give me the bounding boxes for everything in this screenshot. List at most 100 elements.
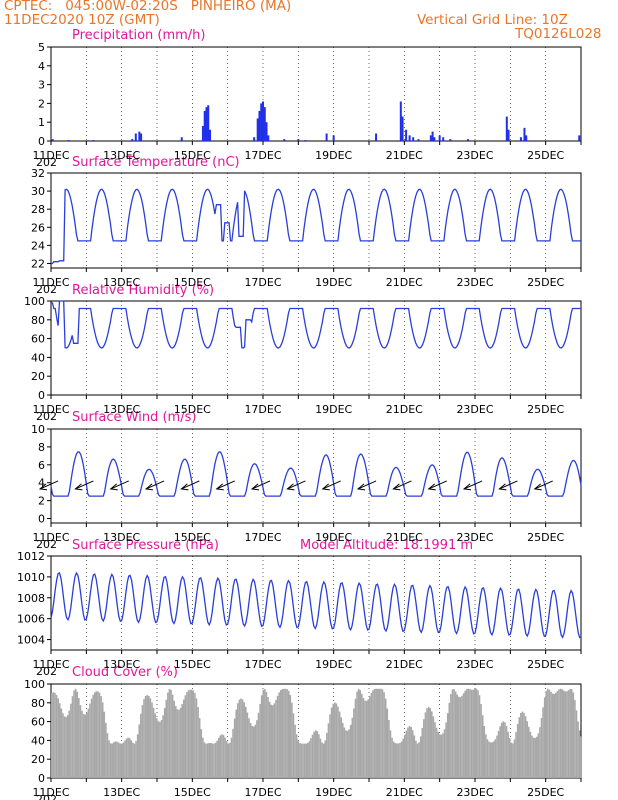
cloud-bar [456, 694, 459, 778]
cloud-xtick-label: 23DEC [456, 786, 493, 799]
cloud-bar [66, 715, 69, 778]
cloud-bar [252, 726, 255, 778]
cloud-bar [478, 695, 481, 778]
cloud-bar [435, 727, 438, 778]
precip-bar [265, 122, 268, 141]
temp-xtick-label: 15DEC [174, 276, 211, 289]
cloud-bar [117, 742, 120, 778]
cloud-bar [504, 722, 506, 778]
pressure-year-stub: 202 [36, 665, 57, 678]
cloud-title: Cloud Cover (%) [72, 665, 178, 680]
precip-ytick-label: 4 [38, 60, 45, 73]
precip-bar [401, 116, 404, 141]
cloud-bar [520, 712, 522, 778]
cloud-bar [210, 743, 212, 778]
wind-arrow-head [321, 483, 330, 491]
cloud-bar [421, 727, 424, 778]
cloud-bar [518, 717, 521, 778]
cloud-bar [125, 738, 128, 778]
cloud-bar [308, 741, 311, 778]
cloud-bar [381, 689, 384, 778]
cloud-bar [524, 716, 527, 778]
cloud-bar [562, 690, 565, 778]
precip-bar [138, 131, 141, 141]
precip-bar [180, 137, 183, 141]
humidity-ytick-label: 60 [31, 333, 45, 346]
wind-arrow [251, 480, 271, 490]
cloud-bar [291, 702, 293, 778]
cloud-bar [227, 743, 230, 778]
cloud-bar [101, 702, 104, 778]
cloud-bar [493, 741, 495, 778]
cloud-bar [154, 713, 156, 778]
cloud-bar [574, 699, 576, 778]
precip-bar [578, 135, 581, 141]
cloud-bar [306, 742, 309, 778]
cloud-bar [508, 738, 511, 778]
precip-bar [519, 137, 522, 141]
cloud-bar [337, 706, 339, 778]
cloud-bar [526, 721, 529, 778]
cloud-bar [289, 695, 292, 778]
cloud-bar [300, 743, 303, 778]
header-grid-note: Vertical Grid Line: 10Z [417, 12, 568, 28]
cloud-bar [241, 699, 244, 778]
cloud-bar [160, 720, 163, 778]
cloud-bar [572, 692, 575, 778]
temp-xtick-label: 23DEC [456, 276, 493, 289]
cloud-bar [182, 699, 185, 778]
cloud-bar [397, 743, 400, 778]
precip-bar [466, 139, 469, 141]
humidity-panel: 0 20 40 60 80 100 11DEC 13DEC 15DEC 17DEC 19DEC 21D… [24, 295, 582, 423]
precip-panel: 0 1 2 3 4 5 11DEC 13DEC 15DEC 17DEC 19DEC 21DEC 23DE… [32, 41, 582, 169]
humidity-xtick-label: 23DEC [456, 403, 493, 416]
cloud-bar [376, 688, 379, 778]
cloud-bar [364, 700, 366, 778]
cloud-bar [418, 742, 420, 778]
cloud-bar [488, 741, 490, 778]
pressure-xtick-label: 21DEC [386, 658, 423, 671]
cloud-bar [190, 689, 193, 778]
wind-ytick-label: 2 [38, 495, 45, 508]
cloud-bar [486, 739, 489, 778]
cloud-bar [122, 742, 125, 778]
cloud-bar [405, 730, 408, 778]
cloud-bar [361, 693, 363, 778]
cloud-bar [283, 688, 285, 778]
cloud-bar [359, 690, 362, 778]
cloud-bar [367, 699, 370, 778]
precip-bar [417, 139, 420, 141]
precip-bar [203, 110, 206, 141]
cloud-bar [159, 721, 161, 778]
wind-year-stub: 202 [36, 538, 57, 551]
cloud-bar [402, 738, 404, 778]
wind-arrow [216, 480, 235, 490]
cloud-bar [268, 701, 271, 778]
precip-title: Precipitation (mm/h) [72, 28, 206, 43]
cloud-bar [106, 733, 109, 778]
precip-xtick-label: 17DEC [244, 149, 281, 162]
cloud-bar [237, 703, 239, 778]
cloud-bar [181, 704, 183, 778]
wind-arrow [463, 480, 483, 490]
cloud-bar [235, 709, 238, 778]
precip-xtick-label: 19DEC [315, 149, 352, 162]
pressure-xtick-label: 15DEC [174, 658, 211, 671]
cloud-bar [103, 711, 106, 778]
temp-frame [50, 172, 582, 269]
cloud-bar [216, 740, 218, 778]
precip-ytick-label: 1 [38, 116, 45, 129]
humidity-xtick-label: 15DEC [174, 403, 211, 416]
cloud-bar [52, 692, 55, 778]
wind-arrow [393, 480, 412, 490]
wind-series-line [50, 451, 582, 497]
cloud-bar [446, 713, 449, 778]
cloud-bar [246, 712, 249, 778]
cloud-bar [545, 690, 548, 778]
cloud-bar [431, 711, 433, 778]
cloud-bar [178, 709, 180, 778]
cloud-bar [324, 740, 327, 778]
wind-ytick-label: 8 [38, 441, 45, 454]
wind-arrow-head [215, 483, 224, 491]
cloud-bar [294, 724, 296, 778]
